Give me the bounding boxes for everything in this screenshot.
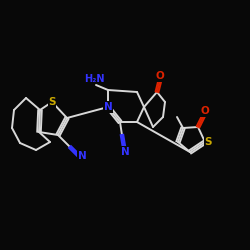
Text: H₂N: H₂N [84, 74, 104, 84]
Text: N: N [120, 147, 130, 157]
Text: O: O [200, 106, 209, 116]
Text: N: N [78, 151, 86, 161]
Text: S: S [48, 97, 56, 107]
Text: O: O [156, 71, 164, 81]
Text: S: S [204, 137, 212, 147]
Text: N: N [104, 102, 112, 112]
